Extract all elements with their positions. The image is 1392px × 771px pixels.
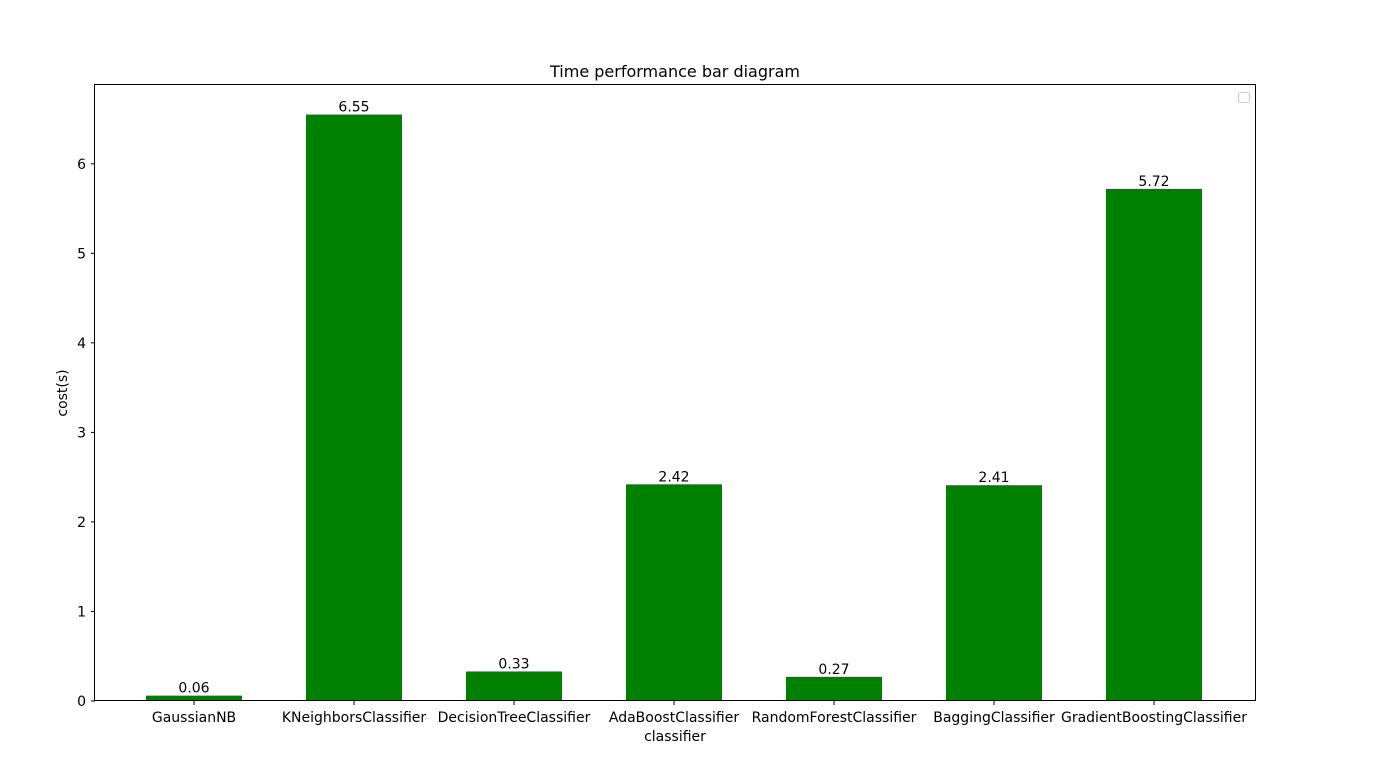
legend-box (1238, 92, 1250, 103)
x-tick-label-GradientBoostingClassifier: GradientBoostingClassifier (1061, 710, 1247, 726)
bar-KNeighborsClassifier (306, 114, 402, 701)
bar-AdaBoostClassifier (626, 484, 722, 701)
x-tick-label-RandomForestClassifier: RandomForestClassifier (752, 710, 917, 726)
value-label-KNeighborsClassifier: 6.55 (338, 100, 369, 116)
y-tick-label-6: 6 (77, 157, 86, 173)
y-tick-label-3: 3 (77, 425, 86, 441)
bar-RandomForestClassifier (786, 676, 882, 701)
value-label-GradientBoostingClassifier: 5.72 (1138, 174, 1169, 190)
x-tick-label-GaussianNB: GaussianNB (152, 710, 236, 726)
bar-BaggingClassifier (946, 485, 1042, 701)
y-axis-label: cost(s) (55, 369, 71, 416)
x-tick-label-KNeighborsClassifier: KNeighborsClassifier (282, 710, 427, 726)
plot-frame (94, 84, 1256, 701)
bar-GaussianNB (146, 695, 242, 701)
y-tick-label-4: 4 (77, 336, 86, 352)
y-tick-label-0: 0 (77, 694, 86, 710)
value-label-AdaBoostClassifier: 2.42 (658, 469, 689, 485)
x-tick-label-DecisionTreeClassifier: DecisionTreeClassifier (438, 710, 591, 726)
y-axis-ticks: 0 1 2 3 4 5 6 (77, 157, 95, 710)
value-label-BaggingClassifier: 2.41 (978, 470, 1009, 486)
x-tick-label-AdaBoostClassifier: AdaBoostClassifier (609, 710, 739, 726)
bar-GradientBoostingClassifier (1106, 188, 1202, 701)
value-label-RandomForestClassifier: 0.27 (818, 662, 849, 678)
chart-title: Time performance bar diagram (549, 62, 800, 81)
y-tick-label-5: 5 (77, 246, 86, 262)
x-axis-label: classifier (644, 729, 706, 745)
value-label-GaussianNB: 0.06 (178, 681, 209, 697)
y-tick-label-2: 2 (77, 515, 86, 531)
x-axis-ticks: GaussianNB KNeighborsClassifier DecisionTr… (152, 701, 1247, 726)
bar-DecisionTreeClassifier (466, 671, 562, 701)
bars-layer (146, 114, 1202, 701)
value-labels-layer: 0.06 6.55 0.33 2.42 0.27 2.41 5.72 (178, 100, 1169, 697)
value-label-DecisionTreeClassifier: 0.33 (498, 656, 529, 672)
x-tick-label-BaggingClassifier: BaggingClassifier (933, 710, 1055, 726)
y-tick-label-1: 1 (77, 604, 86, 620)
